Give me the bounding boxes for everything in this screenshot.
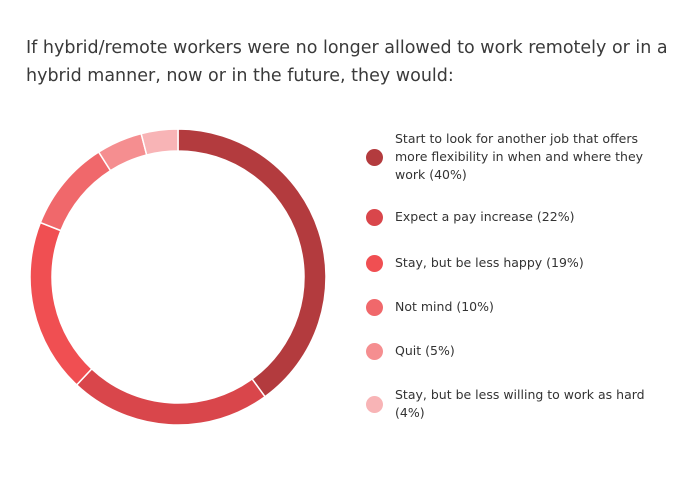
legend-label: Quit (5%) <box>395 343 455 358</box>
legend-label: Stay, but be less happy (19%) <box>395 255 584 270</box>
legend-swatch <box>366 395 383 413</box>
legend-label: Start to look for another job that offer… <box>395 131 644 182</box>
legend-swatch <box>366 208 383 226</box>
donut-slice-3 <box>29 221 93 386</box>
legend-swatch <box>366 254 383 272</box>
legend-item: Stay, but be less happy (19%) <box>366 254 666 272</box>
legend-label: Not mind (10%) <box>395 299 494 314</box>
legend-swatch <box>366 298 383 316</box>
chart-title: If hybrid/remote workers were no longer … <box>26 38 668 86</box>
donut-slice-2 <box>75 367 267 426</box>
donut-slice-4 <box>39 151 112 232</box>
legend-swatch <box>366 148 383 166</box>
legend-swatch <box>366 342 383 360</box>
legend-item: Stay, but be less willing to work as har… <box>366 386 666 422</box>
donut-slices <box>29 128 327 426</box>
donut-slice-6 <box>140 128 179 156</box>
legend-item: Not mind (10%) <box>366 298 666 316</box>
legend-label: Stay, but be less willing to work as har… <box>395 387 645 420</box>
legend-item: Start to look for another job that offer… <box>366 130 666 184</box>
legend-label: Expect a pay increase (22%) <box>395 209 575 224</box>
donut-slice-1 <box>177 128 327 398</box>
legend-item: Quit (5%) <box>366 342 666 360</box>
legend-item: Expect a pay increase (22%) <box>366 208 666 226</box>
